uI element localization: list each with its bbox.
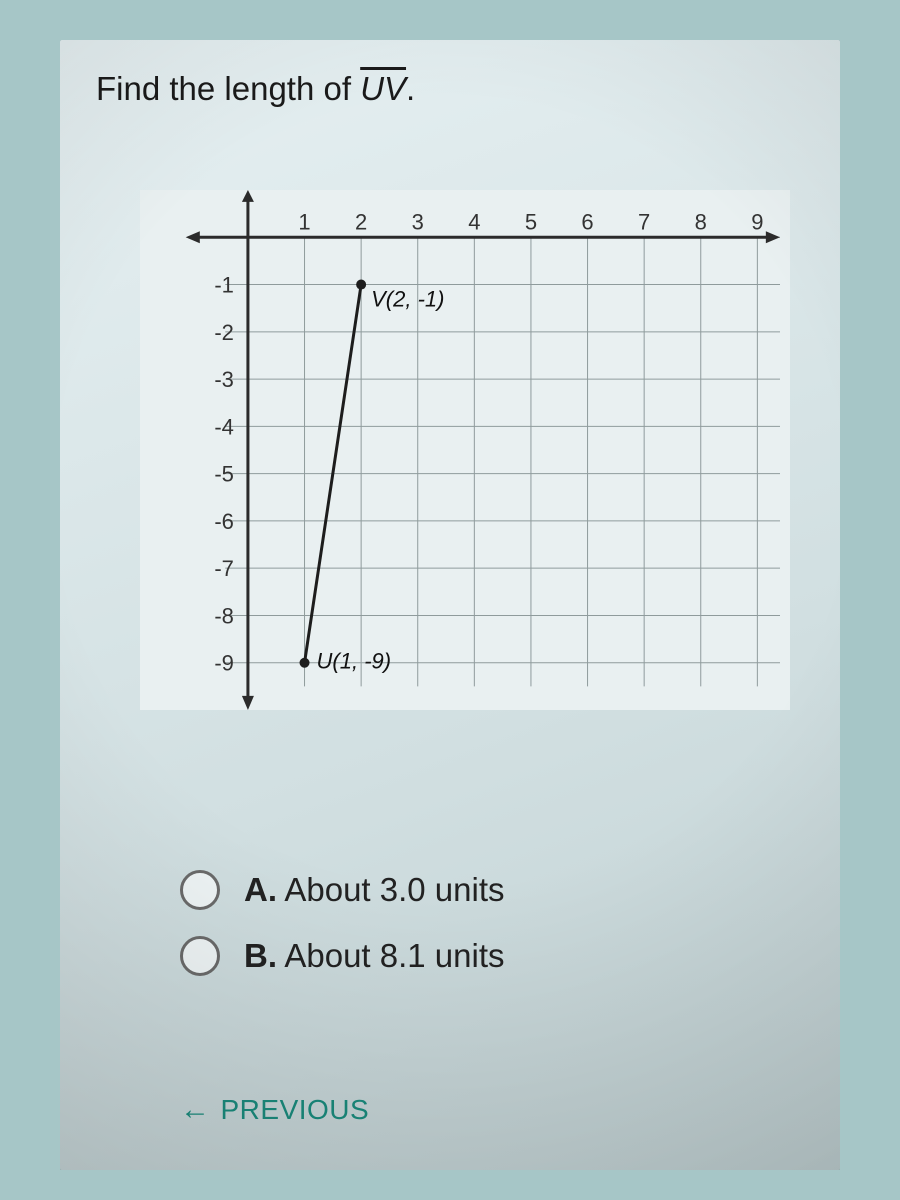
svg-text:-4: -4 (214, 414, 234, 439)
question-text: Find the length of UV. (96, 70, 415, 108)
svg-text:-7: -7 (214, 556, 234, 581)
previous-label: PREVIOUS (221, 1094, 370, 1126)
svg-text:8: 8 (695, 209, 707, 234)
svg-text:4: 4 (468, 209, 480, 234)
svg-text:-8: -8 (214, 603, 234, 628)
chart-svg: 1 2 3 4 5 6 7 8 9 -1 -2 -3 -4 -5 -6 -7 -8 -9 V(2, -1) U(1, … (110, 180, 790, 720)
svg-text:2: 2 (355, 209, 367, 234)
back-arrow-icon: ← (180, 1095, 211, 1125)
option-b-radio[interactable] (180, 936, 220, 976)
svg-text:U(1, -9): U(1, -9) (317, 649, 392, 674)
option-b-letter: B. (244, 937, 277, 974)
question-prefix: Find the length of (96, 70, 360, 107)
option-a-text: A. About 3.0 units (244, 871, 505, 909)
svg-text:-1: -1 (214, 273, 234, 298)
previous-button[interactable]: ← PREVIOUS (180, 1094, 369, 1126)
option-a-row[interactable]: A. About 3.0 units (180, 870, 505, 910)
svg-text:-9: -9 (214, 651, 234, 676)
option-b-label: About 8.1 units (284, 937, 504, 974)
svg-text:-3: -3 (214, 367, 234, 392)
worksheet-sheet: Find the length of UV. 1 2 3 4 5 6 7 8 9 -1 -2 -3 -4… (60, 40, 840, 1170)
answer-options: A. About 3.0 units B. About 8.1 units (180, 870, 505, 1002)
svg-text:5: 5 (525, 209, 537, 234)
svg-text:7: 7 (638, 209, 650, 234)
option-a-radio[interactable] (180, 870, 220, 910)
question-suffix: . (406, 70, 415, 107)
svg-text:-2: -2 (214, 320, 234, 345)
svg-text:3: 3 (412, 209, 424, 234)
option-b-text: B. About 8.1 units (244, 937, 505, 975)
option-a-letter: A. (244, 871, 277, 908)
svg-text:9: 9 (751, 209, 763, 234)
svg-text:-5: -5 (214, 462, 234, 487)
option-b-row[interactable]: B. About 8.1 units (180, 936, 505, 976)
coordinate-chart: 1 2 3 4 5 6 7 8 9 -1 -2 -3 -4 -5 -6 -7 -8 -9 V(2, -1) U(1, … (110, 180, 790, 720)
svg-text:-6: -6 (214, 509, 234, 534)
option-a-label: About 3.0 units (284, 871, 504, 908)
svg-text:6: 6 (581, 209, 593, 234)
svg-text:V(2, -1): V(2, -1) (371, 287, 444, 312)
question-segment: UV (360, 70, 406, 107)
svg-text:1: 1 (298, 209, 310, 234)
